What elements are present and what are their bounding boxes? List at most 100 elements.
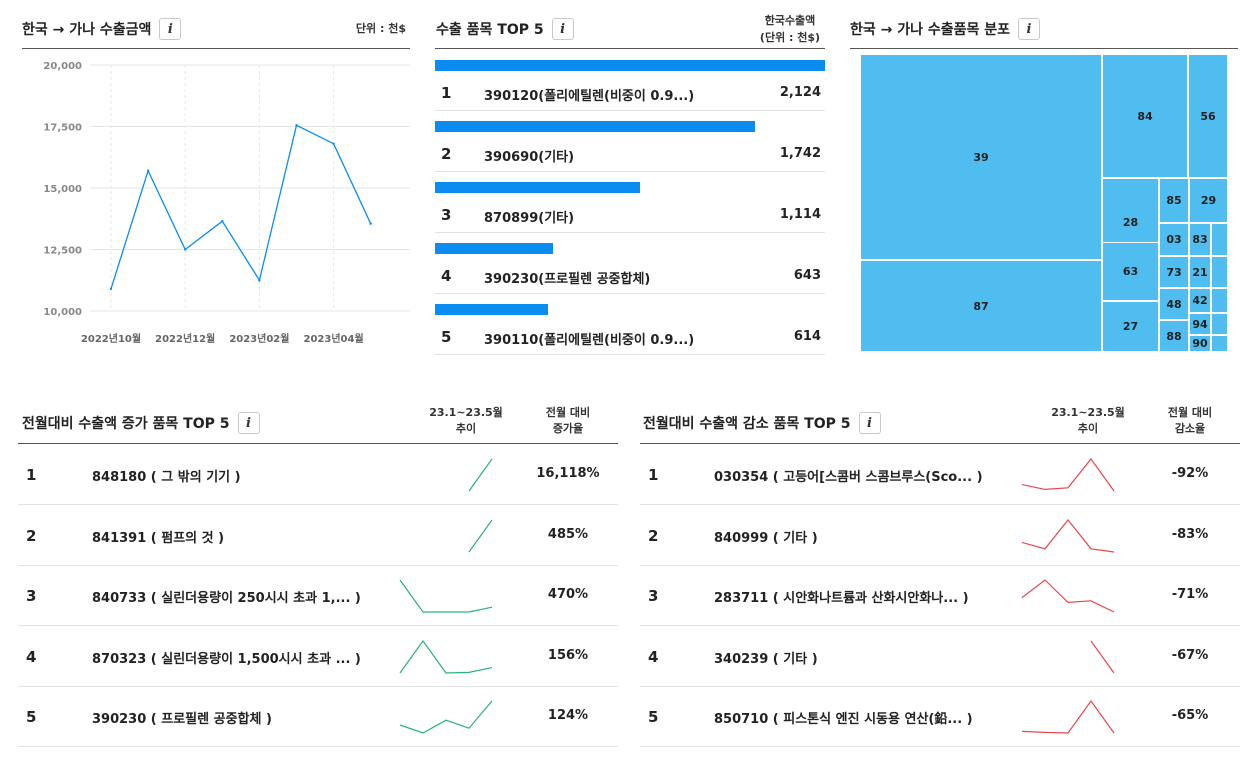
top5-item-name[interactable]: 870899(기타) (484, 211, 575, 226)
x-tick-label: 2023년02월 (229, 332, 289, 345)
increase-rank: 1 (26, 466, 37, 484)
top5-col-label-1: 한국수출액 (764, 14, 816, 27)
top5-item-name[interactable]: 390230(프로필렌 공중합체) (484, 272, 651, 287)
treemap-cell[interactable]: 48 (1159, 288, 1189, 320)
decrease-sparkline (1021, 518, 1115, 553)
info-icon[interactable]: i (159, 18, 182, 40)
sparkline-path (468, 458, 493, 492)
decrease-rate: -67% (1171, 647, 1209, 663)
top5-item-name[interactable]: 390120(폴리에틸렌(비중이 0.9...) (484, 89, 695, 104)
series-line (110, 124, 372, 290)
row-divider (435, 354, 825, 355)
sparkline-path (468, 519, 493, 552)
top5-title-text: 수출 품목 TOP 5 (436, 22, 544, 38)
treemap-cell[interactable]: 88 (1159, 320, 1189, 352)
top5-bar[interactable] (435, 182, 640, 193)
increase-item-name[interactable]: 390230 ( 프로필렌 공중합체 ) (92, 712, 272, 728)
top5-item-value: 1,114 (779, 207, 821, 222)
treemap-cell[interactable]: 85 (1159, 178, 1189, 223)
decrease-sparkline (1090, 640, 1115, 674)
increase-trend-head-2: 추이 (455, 422, 477, 435)
row-divider (640, 504, 1240, 505)
row-divider (435, 110, 825, 111)
row-divider (435, 171, 825, 172)
increase-rank: 5 (26, 708, 37, 727)
treemap-cell[interactable]: 94 (1189, 313, 1211, 335)
divider (850, 48, 1238, 49)
decrease-rate: -92% (1171, 466, 1209, 481)
top5-rank: 4 (441, 267, 452, 285)
increase-rate: 156% (547, 647, 589, 663)
decrease-title: 전월대비 수출액 감소 품목 TOP 5 i (643, 412, 881, 434)
increase-rate: 470% (547, 587, 589, 603)
top5-item-name[interactable]: 390110(폴리에틸렌(비중이 0.9...) (484, 333, 695, 348)
data-point[interactable] (221, 220, 224, 223)
data-point[interactable] (332, 142, 335, 145)
sparkline-path (1090, 640, 1115, 674)
increase-item-name[interactable]: 841391 ( 펌프의 것 ) (92, 530, 225, 546)
treemap-cell-small[interactable] (1211, 335, 1228, 352)
top5-rank: 5 (441, 328, 452, 346)
sparkline-path (1021, 518, 1115, 553)
treemap-cell[interactable]: 21 (1189, 256, 1211, 288)
treemap-title-text: 한국 → 가나 수출품목 분포 (850, 22, 1011, 38)
data-point[interactable] (369, 222, 372, 225)
treemap-cell[interactable]: 63 (1102, 242, 1159, 301)
decrease-trend-head-1: 23.1~23.5월 (1051, 406, 1125, 419)
increase-rank: 3 (26, 587, 37, 606)
treemap-cell[interactable]: 29 (1189, 178, 1228, 223)
x-tick-label: 2022년10월 (81, 332, 141, 345)
sparkline-path (1021, 458, 1115, 492)
data-point[interactable] (295, 124, 298, 127)
decrease-rank: 5 (648, 708, 659, 727)
sparkline-path (399, 701, 493, 735)
decrease-item-name[interactable]: 850710 ( 피스톤식 엔진 시동용 연산(鉛... ) (714, 712, 973, 728)
treemap-cell[interactable]: 56 (1188, 54, 1228, 178)
decrease-item-name[interactable]: 840999 ( 기타 ) (714, 530, 818, 546)
data-point[interactable] (184, 248, 187, 251)
top5-item-value: 1,742 (779, 146, 821, 161)
info-icon[interactable]: i (858, 412, 881, 434)
treemap-cell[interactable]: 73 (1159, 256, 1189, 288)
decrease-item-name[interactable]: 030354 ( 고등어[스콤버 스콤브루스(Sco... ) (714, 470, 983, 485)
treemap-cell[interactable]: 39 (860, 54, 1102, 260)
row-divider (18, 685, 618, 687)
treemap-cell-small[interactable] (1211, 223, 1228, 256)
x-tick-label: 2023년04월 (304, 332, 364, 345)
increase-sparkline (399, 579, 493, 613)
treemap-cell[interactable]: 83 (1189, 223, 1211, 256)
increase-item-name[interactable]: 848180 ( 그 밖의 기기 ) (92, 470, 241, 485)
decrease-rank: 4 (648, 647, 659, 666)
data-point[interactable] (258, 279, 261, 282)
row-divider (18, 564, 618, 566)
treemap-cell-small[interactable] (1211, 256, 1228, 288)
top5-bar[interactable] (435, 121, 755, 132)
decrease-rate-head-1: 전월 대비 (1167, 406, 1213, 419)
treemap-cell[interactable]: 03 (1159, 223, 1189, 256)
treemap-cell[interactable]: 90 (1189, 335, 1211, 352)
increase-item-name[interactable]: 840733 ( 실린더용량이 250시시 초과 1,... ) (92, 591, 361, 607)
treemap-cell[interactable]: 84 (1102, 54, 1188, 178)
export-amount-title: 한국 → 가나 수출금액 i (22, 18, 182, 40)
top5-bar[interactable] (435, 304, 548, 315)
top5-bar[interactable] (435, 243, 553, 254)
info-icon[interactable]: i (551, 18, 574, 40)
decrease-item-name[interactable]: 283711 ( 시안화나트륨과 산화시안화나... ) (714, 591, 969, 607)
decrease-item-name[interactable]: 340239 ( 기타 ) (714, 651, 818, 667)
increase-trend-head-1: 23.1~23.5월 (429, 406, 503, 419)
treemap-cell[interactable]: 87 (860, 260, 1102, 352)
decrease-rate-head-2: 감소율 (1174, 422, 1206, 435)
increase-rate: 124% (547, 708, 589, 724)
data-point[interactable] (146, 169, 150, 172)
treemap-cell-small[interactable] (1211, 313, 1228, 335)
increase-item-name[interactable]: 870323 ( 실린더용량이 1,500시시 초과 ... ) (92, 651, 361, 667)
top5-item-name[interactable]: 390690(기타) (484, 150, 575, 165)
top5-bar[interactable] (435, 60, 825, 71)
data-point[interactable] (109, 287, 113, 291)
treemap-cell-small[interactable] (1211, 288, 1228, 313)
info-icon[interactable]: i (1018, 18, 1041, 40)
treemap-cell[interactable]: 42 (1189, 288, 1211, 313)
treemap-cell[interactable]: 27 (1102, 301, 1159, 352)
info-icon[interactable]: i (237, 412, 260, 434)
decrease-trend-head-2: 추이 (1077, 422, 1099, 435)
